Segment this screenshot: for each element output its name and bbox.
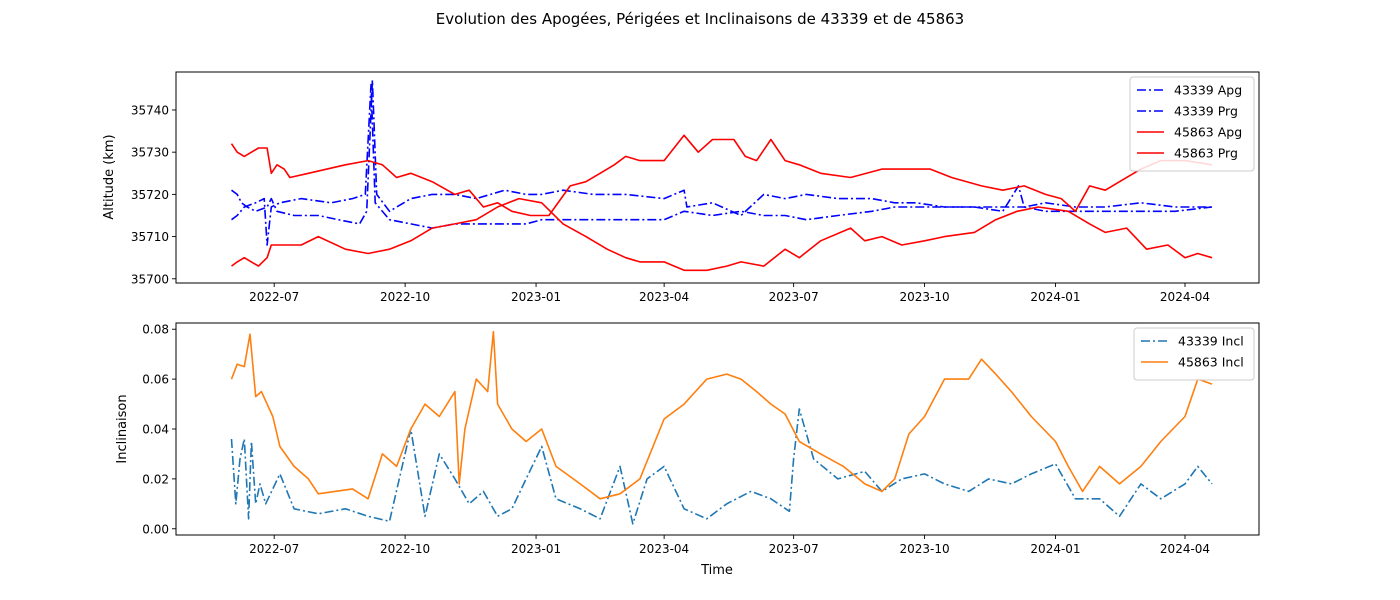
altitude-x-tick-label: 2024-04 [1160, 290, 1210, 304]
altitude-axes: 2022-07 2022-10 2023-01 2023-04 2023-07 2023-… [102, 71, 1260, 304]
altitude-x-tick-label: 2023-04 [639, 290, 689, 304]
figure-title: Evolution des Apogées, Périgées et Incli… [436, 10, 964, 28]
inclination-y-tick-label: 0.04 [142, 423, 169, 437]
series-line-43339-prg [231, 83, 1213, 246]
altitude-axes-frame [175, 71, 1260, 284]
inclination-legend: 43339 Incl 45863 Incl [1133, 327, 1255, 381]
series-line-43339-apg [231, 79, 1212, 225]
inclination-y-tick-label: 0.02 [142, 472, 169, 486]
inclination-y-tick-label: 0.08 [142, 323, 169, 337]
inclination-tick-layer: 2022-07 2022-10 2023-01 2023-04 2023-07 2023-… [142, 323, 1210, 556]
legend-label: 45863 Incl [1178, 355, 1244, 370]
inclination-x-tick-label: 2023-10 [899, 542, 949, 556]
altitude-x-tick-label: 2023-01 [511, 290, 561, 304]
altitude-x-tick-label: 2023-10 [899, 290, 949, 304]
altitude-y-tick-label: 35730 [131, 146, 169, 160]
series-line-45863-prg [231, 197, 1213, 272]
legend-label: 43339 Incl [1178, 334, 1244, 349]
altitude-y-tick-label: 35710 [131, 230, 169, 244]
altitude-tick-layer: 2022-07 2022-10 2023-01 2023-04 2023-07 2023-… [131, 103, 1210, 304]
legend-box [1129, 76, 1255, 172]
inclination-y-tick-label: 0.00 [142, 522, 169, 536]
altitude-x-tick-label: 2023-07 [769, 290, 819, 304]
inclination-x-tick-label: 2024-01 [1030, 542, 1080, 556]
altitude-y-axis-label: Altitude (km) [102, 134, 117, 219]
inclination-series-layer [230, 330, 1213, 525]
altitude-y-tick-label: 35740 [131, 103, 169, 117]
altitude-legend: 43339 Apg 43339 Prg 45863 Apg 45863 Prg [1129, 76, 1255, 172]
legend-label: 43339 Prg [1174, 104, 1238, 119]
series-line-45863-incl [230, 330, 1213, 500]
inclination-x-tick-label: 2024-04 [1160, 542, 1210, 556]
inclination-y-axis-label: Inclinaison [115, 394, 130, 463]
altitude-series-layer [230, 79, 1213, 272]
inclination-x-tick-label: 2023-07 [769, 542, 819, 556]
legend-label: 45863 Prg [1174, 146, 1238, 161]
altitude-x-tick-label: 2022-10 [380, 290, 430, 304]
inclination-axes: 2022-07 2022-10 2023-01 2023-04 2023-07 2023-… [115, 322, 1260, 578]
inclination-y-tick-label: 0.06 [142, 373, 169, 387]
series-line-45863-apg [230, 134, 1213, 217]
altitude-y-tick-label: 35700 [131, 272, 169, 286]
legend-label: 45863 Apg [1174, 125, 1242, 140]
altitude-x-tick-label: 2024-01 [1030, 290, 1080, 304]
inclination-x-tick-label: 2022-07 [249, 542, 299, 556]
inclination-x-tick-label: 2023-04 [639, 542, 689, 556]
inclination-axes-frame [175, 322, 1260, 536]
inclination-x-tick-label: 2022-10 [380, 542, 430, 556]
inclination-x-axis-label: Time [700, 563, 733, 578]
altitude-y-tick-label: 35720 [131, 188, 169, 202]
series-line-43339-incl [230, 408, 1213, 525]
altitude-x-tick-label: 2022-07 [249, 290, 299, 304]
legend-label: 43339 Apg [1174, 83, 1242, 98]
inclination-x-tick-label: 2023-01 [511, 542, 561, 556]
